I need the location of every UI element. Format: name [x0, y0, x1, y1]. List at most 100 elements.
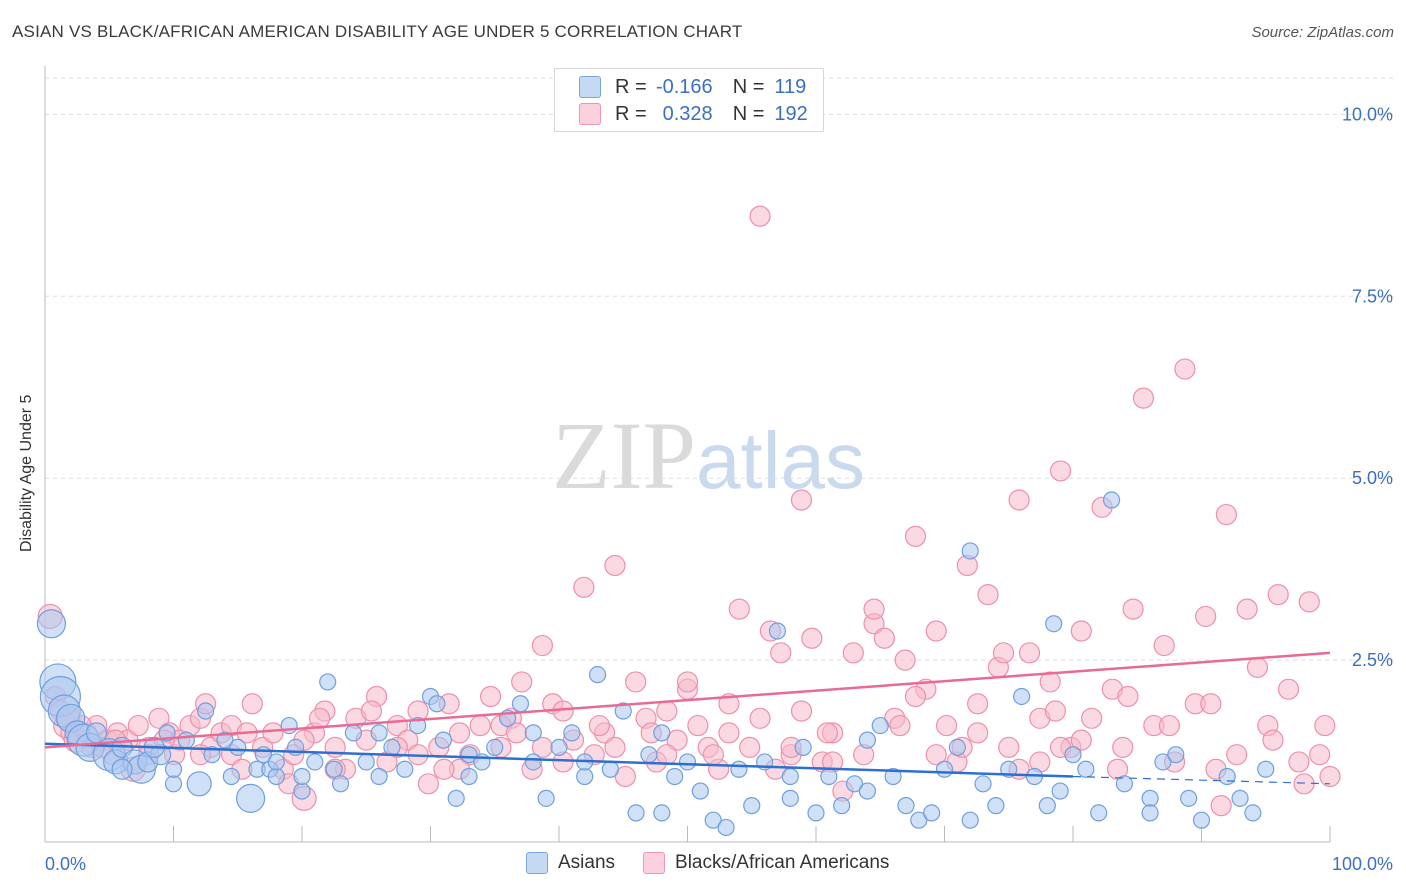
asian-point	[961, 542, 979, 560]
asian-point	[910, 811, 928, 829]
asian-point	[1012, 687, 1031, 706]
asian-point	[948, 738, 966, 757]
black-point	[873, 627, 895, 649]
black-point	[625, 671, 647, 693]
black-trendline	[44, 651, 1331, 749]
asian-point	[627, 804, 645, 822]
asian-point	[383, 738, 401, 757]
series-legend: Asians Blacks/African Americans	[526, 852, 917, 874]
asian-point	[653, 724, 671, 742]
black-point	[1018, 642, 1041, 664]
legend-row-blacks: R = 0.328 N = 192	[579, 102, 808, 126]
black-point	[1246, 656, 1269, 678]
asian-point	[306, 753, 324, 771]
asian-point	[1167, 746, 1185, 764]
black-point	[588, 714, 611, 737]
asian-point	[666, 767, 684, 786]
black-point	[1200, 693, 1222, 715]
legend-r-value: -0.166	[655, 75, 713, 98]
black-point	[998, 736, 1020, 759]
black-point	[676, 671, 699, 693]
asian-point	[1077, 760, 1095, 778]
black-point	[894, 649, 916, 671]
asian-point	[111, 758, 133, 780]
legend-row-asians: R = -0.166 N = 119	[579, 75, 806, 99]
black-point	[433, 758, 455, 780]
asian-point	[1045, 615, 1063, 633]
black-point	[1195, 605, 1217, 628]
asian-point	[511, 695, 530, 713]
asians-legend-label: Asians	[558, 852, 616, 873]
asian-point	[987, 797, 1005, 815]
black-point	[1226, 744, 1248, 766]
asian-point	[1115, 775, 1134, 793]
black-point	[842, 642, 864, 664]
legend-item-asians: Asians	[526, 852, 615, 874]
asian-point	[935, 760, 954, 778]
x-tick-label: 0.0%	[45, 854, 86, 874]
asian-point	[730, 760, 748, 778]
watermark: ZIPatlas	[552, 400, 865, 511]
asian-point	[871, 716, 889, 735]
black-point	[1070, 620, 1092, 642]
correlation-legend: R = -0.166 N = 119 R = 0.328 N = 192	[554, 68, 824, 132]
asian-point	[858, 731, 877, 749]
asian-point	[678, 753, 697, 771]
black-point	[604, 554, 626, 577]
asian-point	[434, 731, 452, 749]
asian-point	[974, 775, 992, 793]
black-point	[573, 576, 595, 598]
asian-point	[293, 782, 311, 800]
black-point	[1210, 795, 1232, 817]
asian-trendline	[44, 742, 1074, 778]
black-point	[904, 685, 927, 708]
asian-point	[1257, 760, 1275, 778]
black-point	[863, 598, 885, 620]
legend-item-blacks: Blacks/African Americans	[643, 852, 889, 874]
asians-legend-swatch	[526, 852, 548, 874]
asian-point	[203, 746, 221, 764]
black-point	[360, 700, 383, 722]
y-tick-label: 5.0%	[1352, 468, 1393, 488]
black-point	[1236, 598, 1258, 620]
asian-point	[267, 753, 285, 771]
asian-point	[550, 738, 568, 757]
asian-point	[229, 738, 247, 757]
asian-point	[164, 775, 183, 793]
asian-point	[1038, 797, 1056, 815]
asian-point	[370, 724, 388, 742]
black-point	[749, 205, 771, 227]
asian-point	[1218, 767, 1236, 786]
black-point	[739, 736, 761, 759]
black-point	[480, 685, 502, 708]
black-point	[925, 620, 947, 642]
black-point	[1314, 714, 1336, 737]
black-point	[967, 722, 989, 744]
black-point	[656, 744, 678, 766]
black-point	[1070, 729, 1092, 751]
asian-point	[325, 760, 343, 778]
asian-point	[524, 753, 542, 771]
black-point	[790, 700, 813, 722]
asian-point	[897, 797, 915, 815]
legend-r-value: 0.328	[662, 102, 713, 125]
asian-point	[858, 782, 877, 800]
asian-point	[1141, 789, 1159, 807]
asian-point	[845, 775, 864, 793]
asian-point	[197, 702, 215, 720]
asian-point	[357, 753, 375, 771]
asian-point	[158, 724, 176, 742]
legend-n-label: N =	[732, 102, 765, 125]
asian-point	[280, 716, 298, 735]
black-point	[1049, 460, 1072, 482]
black-point	[262, 722, 284, 744]
asian-point	[820, 767, 838, 786]
black-point	[614, 765, 636, 788]
black-point	[1081, 707, 1103, 729]
blacks-swatch	[579, 103, 601, 125]
black-point	[1132, 387, 1155, 409]
black-point	[309, 707, 331, 729]
legend-n-value: 192	[774, 102, 808, 125]
asian-point	[1102, 491, 1121, 509]
y-tick-label: 10.0%	[1342, 104, 1393, 124]
